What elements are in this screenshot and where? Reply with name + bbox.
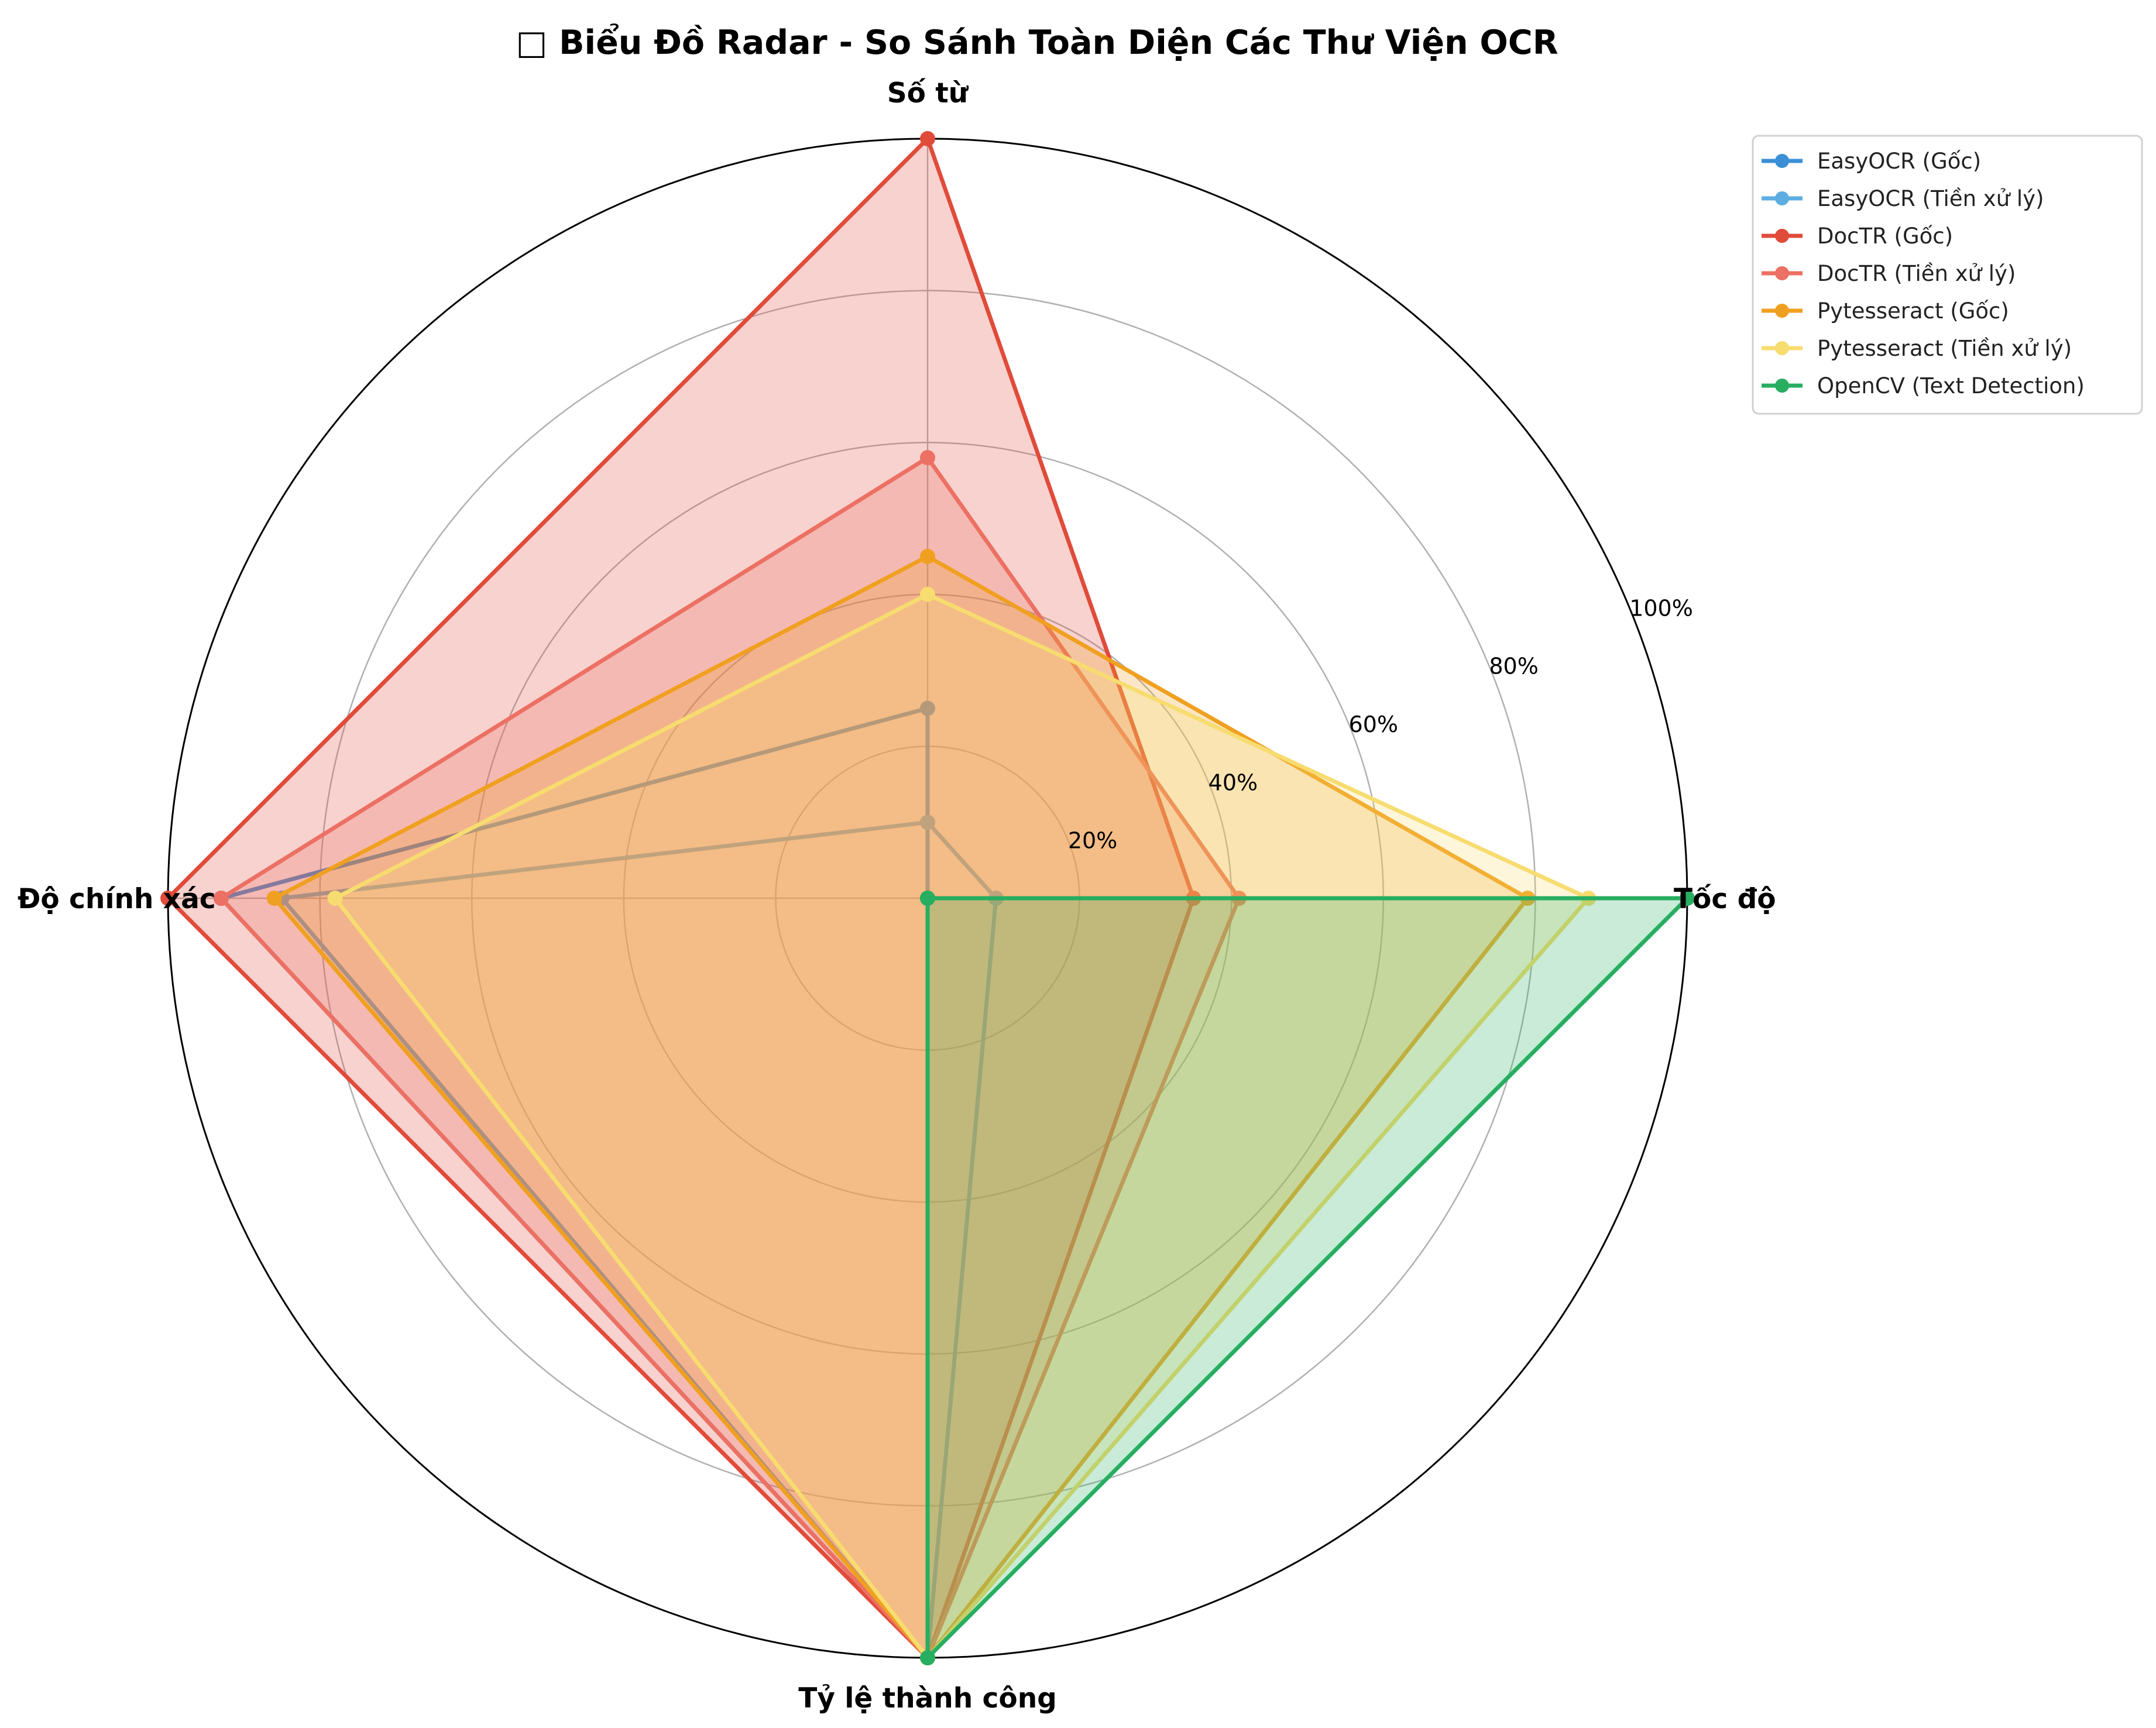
legend-swatch-marker — [1775, 266, 1789, 280]
axis-label: Độ chính xác — [18, 883, 216, 915]
axis-label: Tốc độ — [1674, 883, 1776, 915]
legend-swatch-marker — [1775, 154, 1789, 168]
series-line — [925, 896, 1692, 1663]
axis-label: Tỷ lệ thành công — [798, 1682, 1057, 1715]
legend-swatch-marker — [1775, 379, 1789, 393]
data-point — [920, 815, 935, 830]
legend-label: Pytesseract (Tiền xử lý) — [1817, 336, 2072, 361]
legend-swatch-marker — [1775, 229, 1789, 243]
radial-tick-label: 80% — [1489, 654, 1538, 679]
legend-label: EasyOCR (Tiền xử lý) — [1817, 186, 2044, 211]
legend-label: EasyOCR (Gốc) — [1817, 149, 1981, 174]
data-point — [920, 586, 935, 602]
radial-tick-label: 60% — [1349, 712, 1398, 737]
legend-label: DocTR (Gốc) — [1817, 224, 1953, 249]
series-area — [221, 458, 1240, 1658]
series-6 — [920, 891, 1695, 1665]
data-point — [266, 891, 282, 906]
data-point — [920, 891, 935, 906]
radial-tick-label: 40% — [1209, 769, 1258, 795]
data-point — [920, 1650, 935, 1665]
legend: EasyOCR (Gốc) EasyOCR (Tiền xử lý) DocTR (… — [1752, 135, 2143, 415]
legend-label: Pytesseract (Gốc) — [1817, 298, 2009, 324]
legend-frame — [1752, 135, 2143, 415]
series-area — [168, 139, 1194, 1658]
radar-series — [160, 131, 1695, 1665]
data-point — [1680, 891, 1695, 906]
axis-labels: Số từ Độ chính xác Tỷ lệ thành công Tốc độ — [18, 77, 1776, 1715]
series-area — [274, 556, 1528, 1658]
data-point — [920, 700, 935, 716]
legend-label: OpenCV (Text Detection) — [1817, 373, 2085, 398]
legend-swatch-marker — [1775, 191, 1789, 205]
data-point — [920, 131, 935, 146]
legend-label: DocTR (Tiền xử lý) — [1817, 261, 2016, 286]
series-area — [335, 594, 1589, 1658]
radial-tick-label: 100% — [1629, 595, 1693, 621]
chart-title: □ Biểu Đồ Radar - So Sánh Toàn Diện Các … — [516, 23, 1558, 62]
data-point — [327, 891, 343, 906]
legend-swatch-marker — [1775, 304, 1789, 318]
data-point — [160, 891, 176, 906]
data-point — [920, 450, 935, 466]
axis-label: Số từ — [887, 77, 969, 109]
data-point — [920, 548, 935, 564]
data-point — [213, 891, 229, 906]
radial-tick-labels: 20% 40% 60% 80% 100% — [1068, 595, 1693, 853]
radial-tick-label: 20% — [1068, 828, 1117, 854]
legend-swatch-marker — [1775, 341, 1789, 355]
